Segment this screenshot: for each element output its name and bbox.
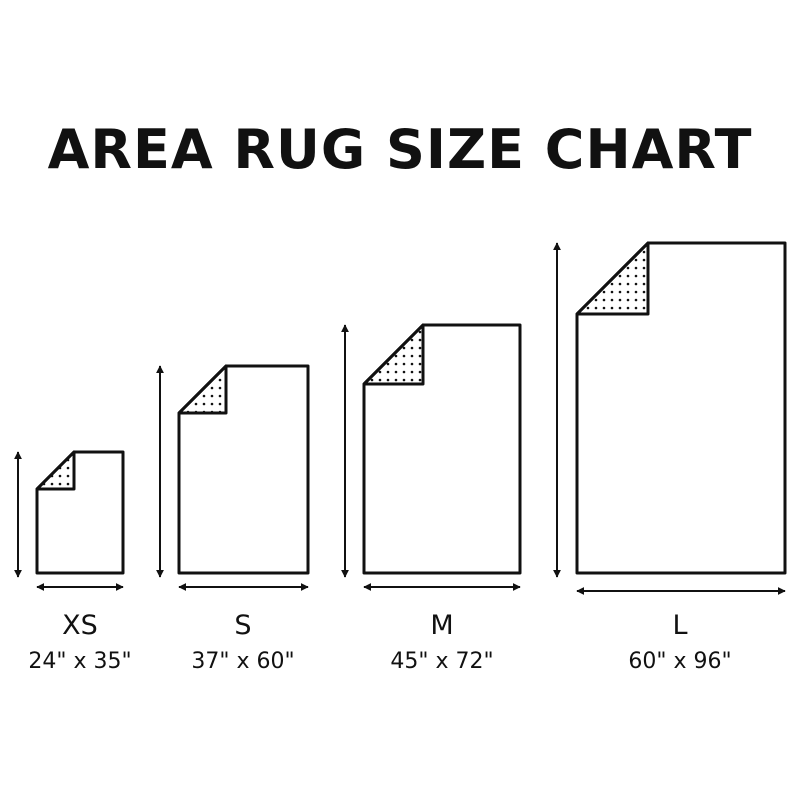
folded-corner-xs	[35, 450, 76, 491]
folded-corner-m	[362, 323, 425, 386]
folded-corner-s	[177, 364, 228, 415]
rug-outline-xs	[35, 450, 125, 575]
dimensions-xs: 24" x 35"	[28, 649, 132, 674]
size-label-l: L	[672, 610, 688, 641]
folded-corner-l	[575, 241, 650, 316]
size-label-xs: XS	[62, 610, 98, 641]
dimensions-l: 60" x 96"	[628, 649, 732, 674]
chart-title: AREA RUG SIZE CHART	[47, 118, 753, 181]
size-label-s: S	[234, 610, 252, 641]
dimensions-s: 37" x 60"	[191, 649, 295, 674]
dimensions-m: 45" x 72"	[390, 649, 494, 674]
size-label-m: M	[430, 610, 454, 641]
